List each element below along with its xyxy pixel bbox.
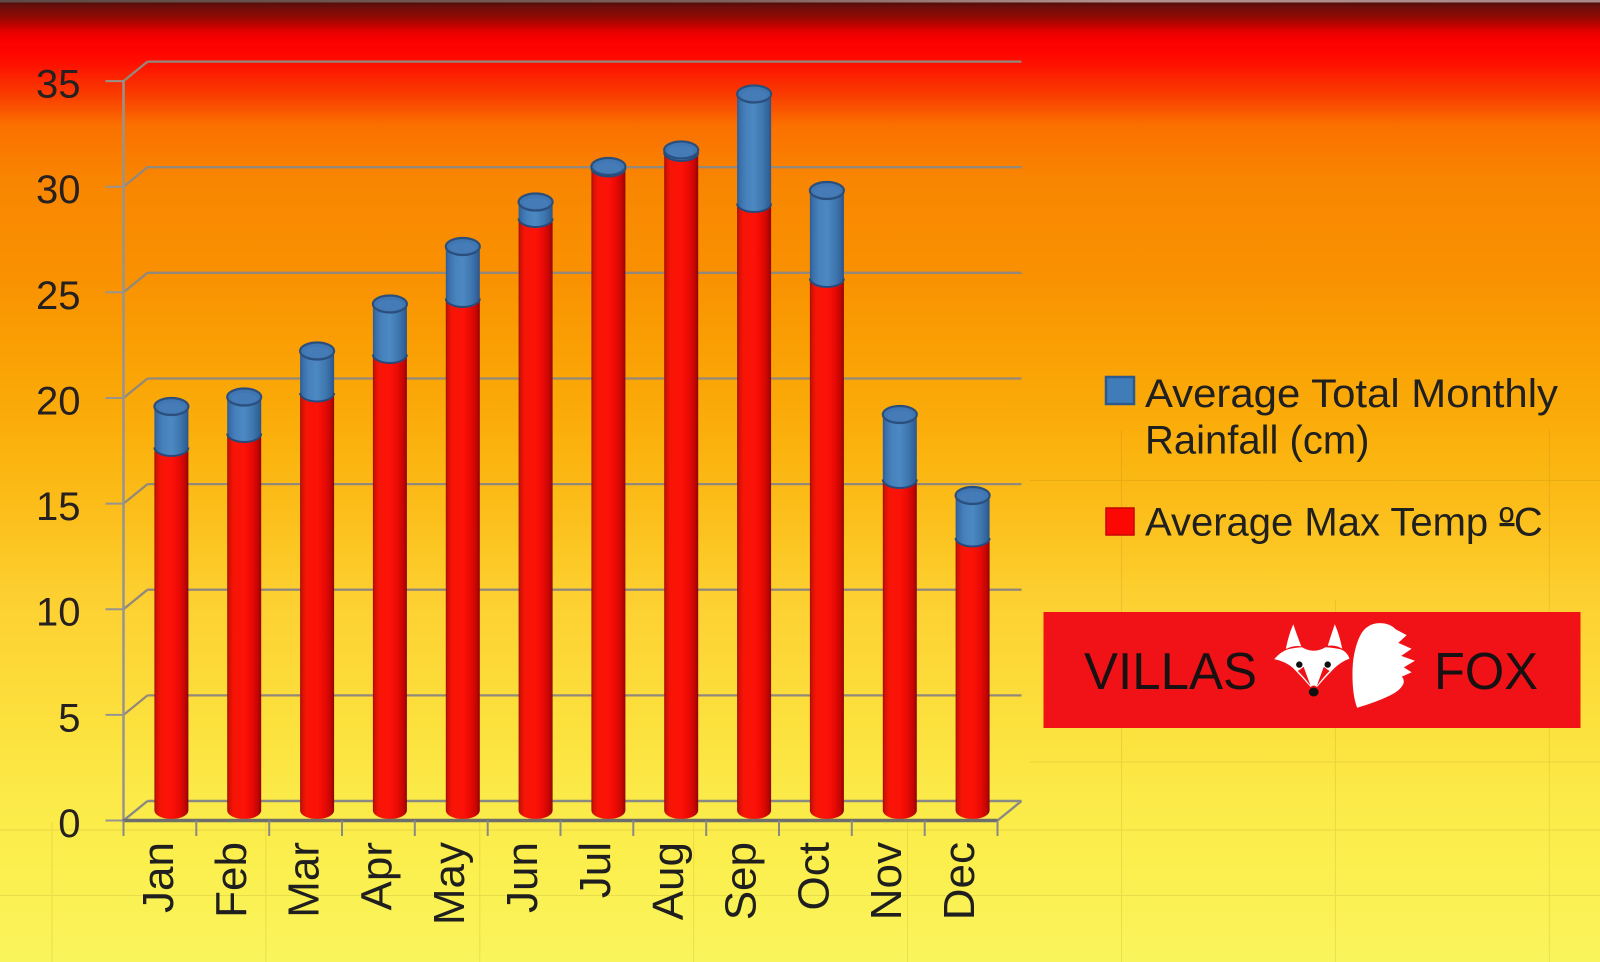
svg-text:Aug: Aug <box>644 842 693 920</box>
svg-text:Average Total Monthly: Average Total Monthly <box>1145 372 1558 416</box>
svg-text:25: 25 <box>36 274 81 318</box>
svg-text:0: 0 <box>58 802 80 846</box>
svg-text:5: 5 <box>58 696 80 740</box>
svg-text:Jan: Jan <box>134 842 183 913</box>
svg-text:20: 20 <box>36 380 81 424</box>
svg-text:Apr: Apr <box>352 842 401 910</box>
svg-text:Jun: Jun <box>498 842 547 913</box>
svg-text:Sep: Sep <box>717 842 766 920</box>
svg-text:VILLAS: VILLAS <box>1084 643 1257 701</box>
svg-text:Jul: Jul <box>571 842 620 898</box>
svg-text:30: 30 <box>36 168 81 212</box>
svg-text:Mar: Mar <box>280 842 329 918</box>
svg-text:Oct: Oct <box>789 842 838 910</box>
svg-text:Dec: Dec <box>935 842 984 920</box>
svg-text:Feb: Feb <box>207 842 256 918</box>
svg-text:10: 10 <box>36 591 81 635</box>
svg-text:May: May <box>425 842 474 925</box>
svg-text:FOX: FOX <box>1434 643 1538 701</box>
svg-text:Rainfall (cm): Rainfall (cm) <box>1145 419 1369 463</box>
svg-text:Nov: Nov <box>862 842 911 920</box>
svg-text:Average Max Temp ºC: Average Max Temp ºC <box>1145 501 1543 545</box>
svg-text:35: 35 <box>36 63 81 107</box>
svg-text:15: 15 <box>36 485 81 529</box>
